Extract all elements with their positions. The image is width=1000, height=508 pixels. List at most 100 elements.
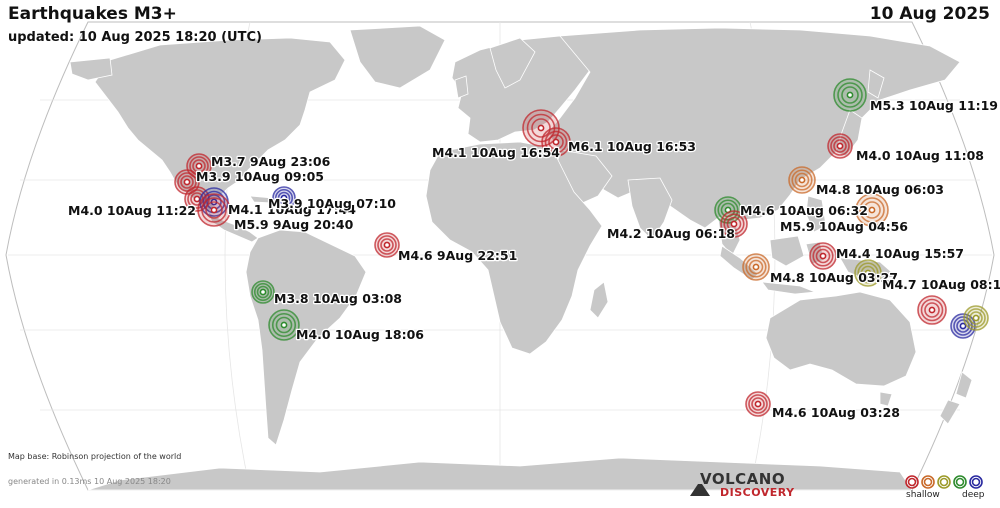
quake-marker[interactable] xyxy=(827,133,853,159)
quake-ring xyxy=(837,82,863,108)
quake-ring xyxy=(812,245,834,267)
quake-label: M4.0 10Aug 11:08 xyxy=(856,148,984,163)
legend-ring xyxy=(937,475,951,489)
africa xyxy=(425,141,603,355)
quake-marker[interactable] xyxy=(251,280,275,304)
quake-ring xyxy=(544,130,568,154)
legend-deep-label: deep xyxy=(962,490,985,500)
legend-ring xyxy=(969,475,983,489)
quake-label: M3.9 10Aug 09:05 xyxy=(196,169,324,184)
quake-ring xyxy=(723,213,745,235)
quake-label: M4.8 10Aug 03:27 xyxy=(770,270,898,285)
quake-epicenter xyxy=(864,269,872,277)
quake-label: M5.9 9Aug 20:40 xyxy=(234,217,354,232)
legend-ring xyxy=(953,475,967,489)
quake-ring xyxy=(377,235,397,255)
quake-label: M5.3 10Aug 11:19 xyxy=(870,98,998,113)
quake-epicenter xyxy=(868,206,876,214)
map-date: 10 Aug 2025 xyxy=(869,4,990,24)
map-base-note: Map base: Robinson projection of the wor… xyxy=(8,452,182,461)
quake-epicenter xyxy=(730,220,738,228)
quake-epicenter xyxy=(836,142,844,150)
quake-marker[interactable] xyxy=(742,253,770,281)
quake-marker[interactable] xyxy=(855,193,889,227)
quake-ring xyxy=(180,175,194,189)
quake-label: M4.2 10Aug 06:18 xyxy=(607,226,735,241)
quake-marker[interactable] xyxy=(917,295,947,325)
quake-epicenter xyxy=(972,314,980,322)
quake-ring xyxy=(187,189,207,209)
quake-ring xyxy=(726,216,742,232)
quake-label: M4.0 10Aug 11:22 xyxy=(68,203,196,218)
quake-epicenter xyxy=(959,322,967,330)
quake-marker[interactable] xyxy=(268,309,300,341)
quake-ring xyxy=(192,159,206,173)
quake-epicenter xyxy=(754,400,762,408)
quake-marker[interactable] xyxy=(788,166,816,194)
quake-marker[interactable] xyxy=(541,127,571,157)
brand-line-2: DISCOVERY xyxy=(720,486,795,499)
volcano-icon xyxy=(690,484,710,496)
volcano-discovery-logo[interactable]: VOLCANO DISCOVERY xyxy=(690,470,810,500)
quake-ring xyxy=(860,265,876,281)
quake-ring xyxy=(205,201,223,219)
quake-epicenter xyxy=(383,241,391,249)
quake-label: M6.1 10Aug 16:53 xyxy=(568,139,696,154)
quake-ring xyxy=(791,169,813,191)
quake-ring xyxy=(956,319,970,333)
legend-ring xyxy=(921,475,935,489)
quake-ring xyxy=(177,172,197,192)
quake-label: M4.6 10Aug 03:28 xyxy=(772,405,900,420)
south-america xyxy=(245,229,367,446)
map-title: Earthquakes M3+ xyxy=(8,4,177,24)
quake-label: M4.4 10Aug 15:57 xyxy=(836,246,964,261)
brand-line-1: VOLCANO xyxy=(700,470,786,488)
quake-epicenter xyxy=(193,195,201,203)
quake-ring xyxy=(380,238,394,252)
quake-marker[interactable] xyxy=(374,232,400,258)
quake-epicenter xyxy=(798,176,806,184)
quake-epicenter xyxy=(819,252,827,260)
quake-epicenter xyxy=(752,263,760,271)
quake-marker[interactable] xyxy=(809,242,837,270)
quake-epicenter xyxy=(846,91,854,99)
quake-ring xyxy=(966,308,986,328)
quake-label: M4.1 10Aug 16:54 xyxy=(432,145,560,160)
quake-ring xyxy=(751,397,765,411)
quake-marker[interactable] xyxy=(197,193,231,227)
quake-epicenter xyxy=(259,288,267,296)
australia xyxy=(765,291,917,387)
quake-ring xyxy=(863,201,881,219)
quake-ring xyxy=(256,285,270,299)
quake-ring xyxy=(189,156,209,176)
quake-ring xyxy=(833,139,847,153)
quake-ring xyxy=(830,136,850,156)
quake-ring xyxy=(794,172,810,188)
quake-ring xyxy=(920,298,944,322)
quake-label: M4.8 10Aug 06:03 xyxy=(816,182,944,197)
updated-timestamp: updated: 10 Aug 2025 18:20 (UTC) xyxy=(8,30,262,45)
quake-marker[interactable] xyxy=(745,391,771,417)
quake-ring xyxy=(717,199,739,221)
generated-note: generated in 0.13ms 10 Aug 2025 18:20 xyxy=(8,477,171,486)
quake-ring xyxy=(253,282,273,302)
quake-epicenter xyxy=(195,162,203,170)
quake-epicenter xyxy=(210,206,218,214)
depth-legend-rings xyxy=(905,475,983,489)
quake-marker[interactable] xyxy=(833,78,867,112)
quake-marker[interactable] xyxy=(720,210,748,238)
quake-marker[interactable] xyxy=(963,305,989,331)
quake-marker[interactable] xyxy=(272,186,296,210)
quake-ring xyxy=(745,256,767,278)
quake-epicenter xyxy=(280,194,288,202)
quake-epicenter xyxy=(183,178,191,186)
quake-ring xyxy=(277,191,291,205)
greenland xyxy=(349,25,446,89)
quake-marker[interactable] xyxy=(950,313,976,339)
depth-legend: shallow deep xyxy=(898,474,994,504)
quake-marker[interactable] xyxy=(854,259,882,287)
legend-ring xyxy=(907,477,917,487)
quake-ring xyxy=(969,311,983,325)
